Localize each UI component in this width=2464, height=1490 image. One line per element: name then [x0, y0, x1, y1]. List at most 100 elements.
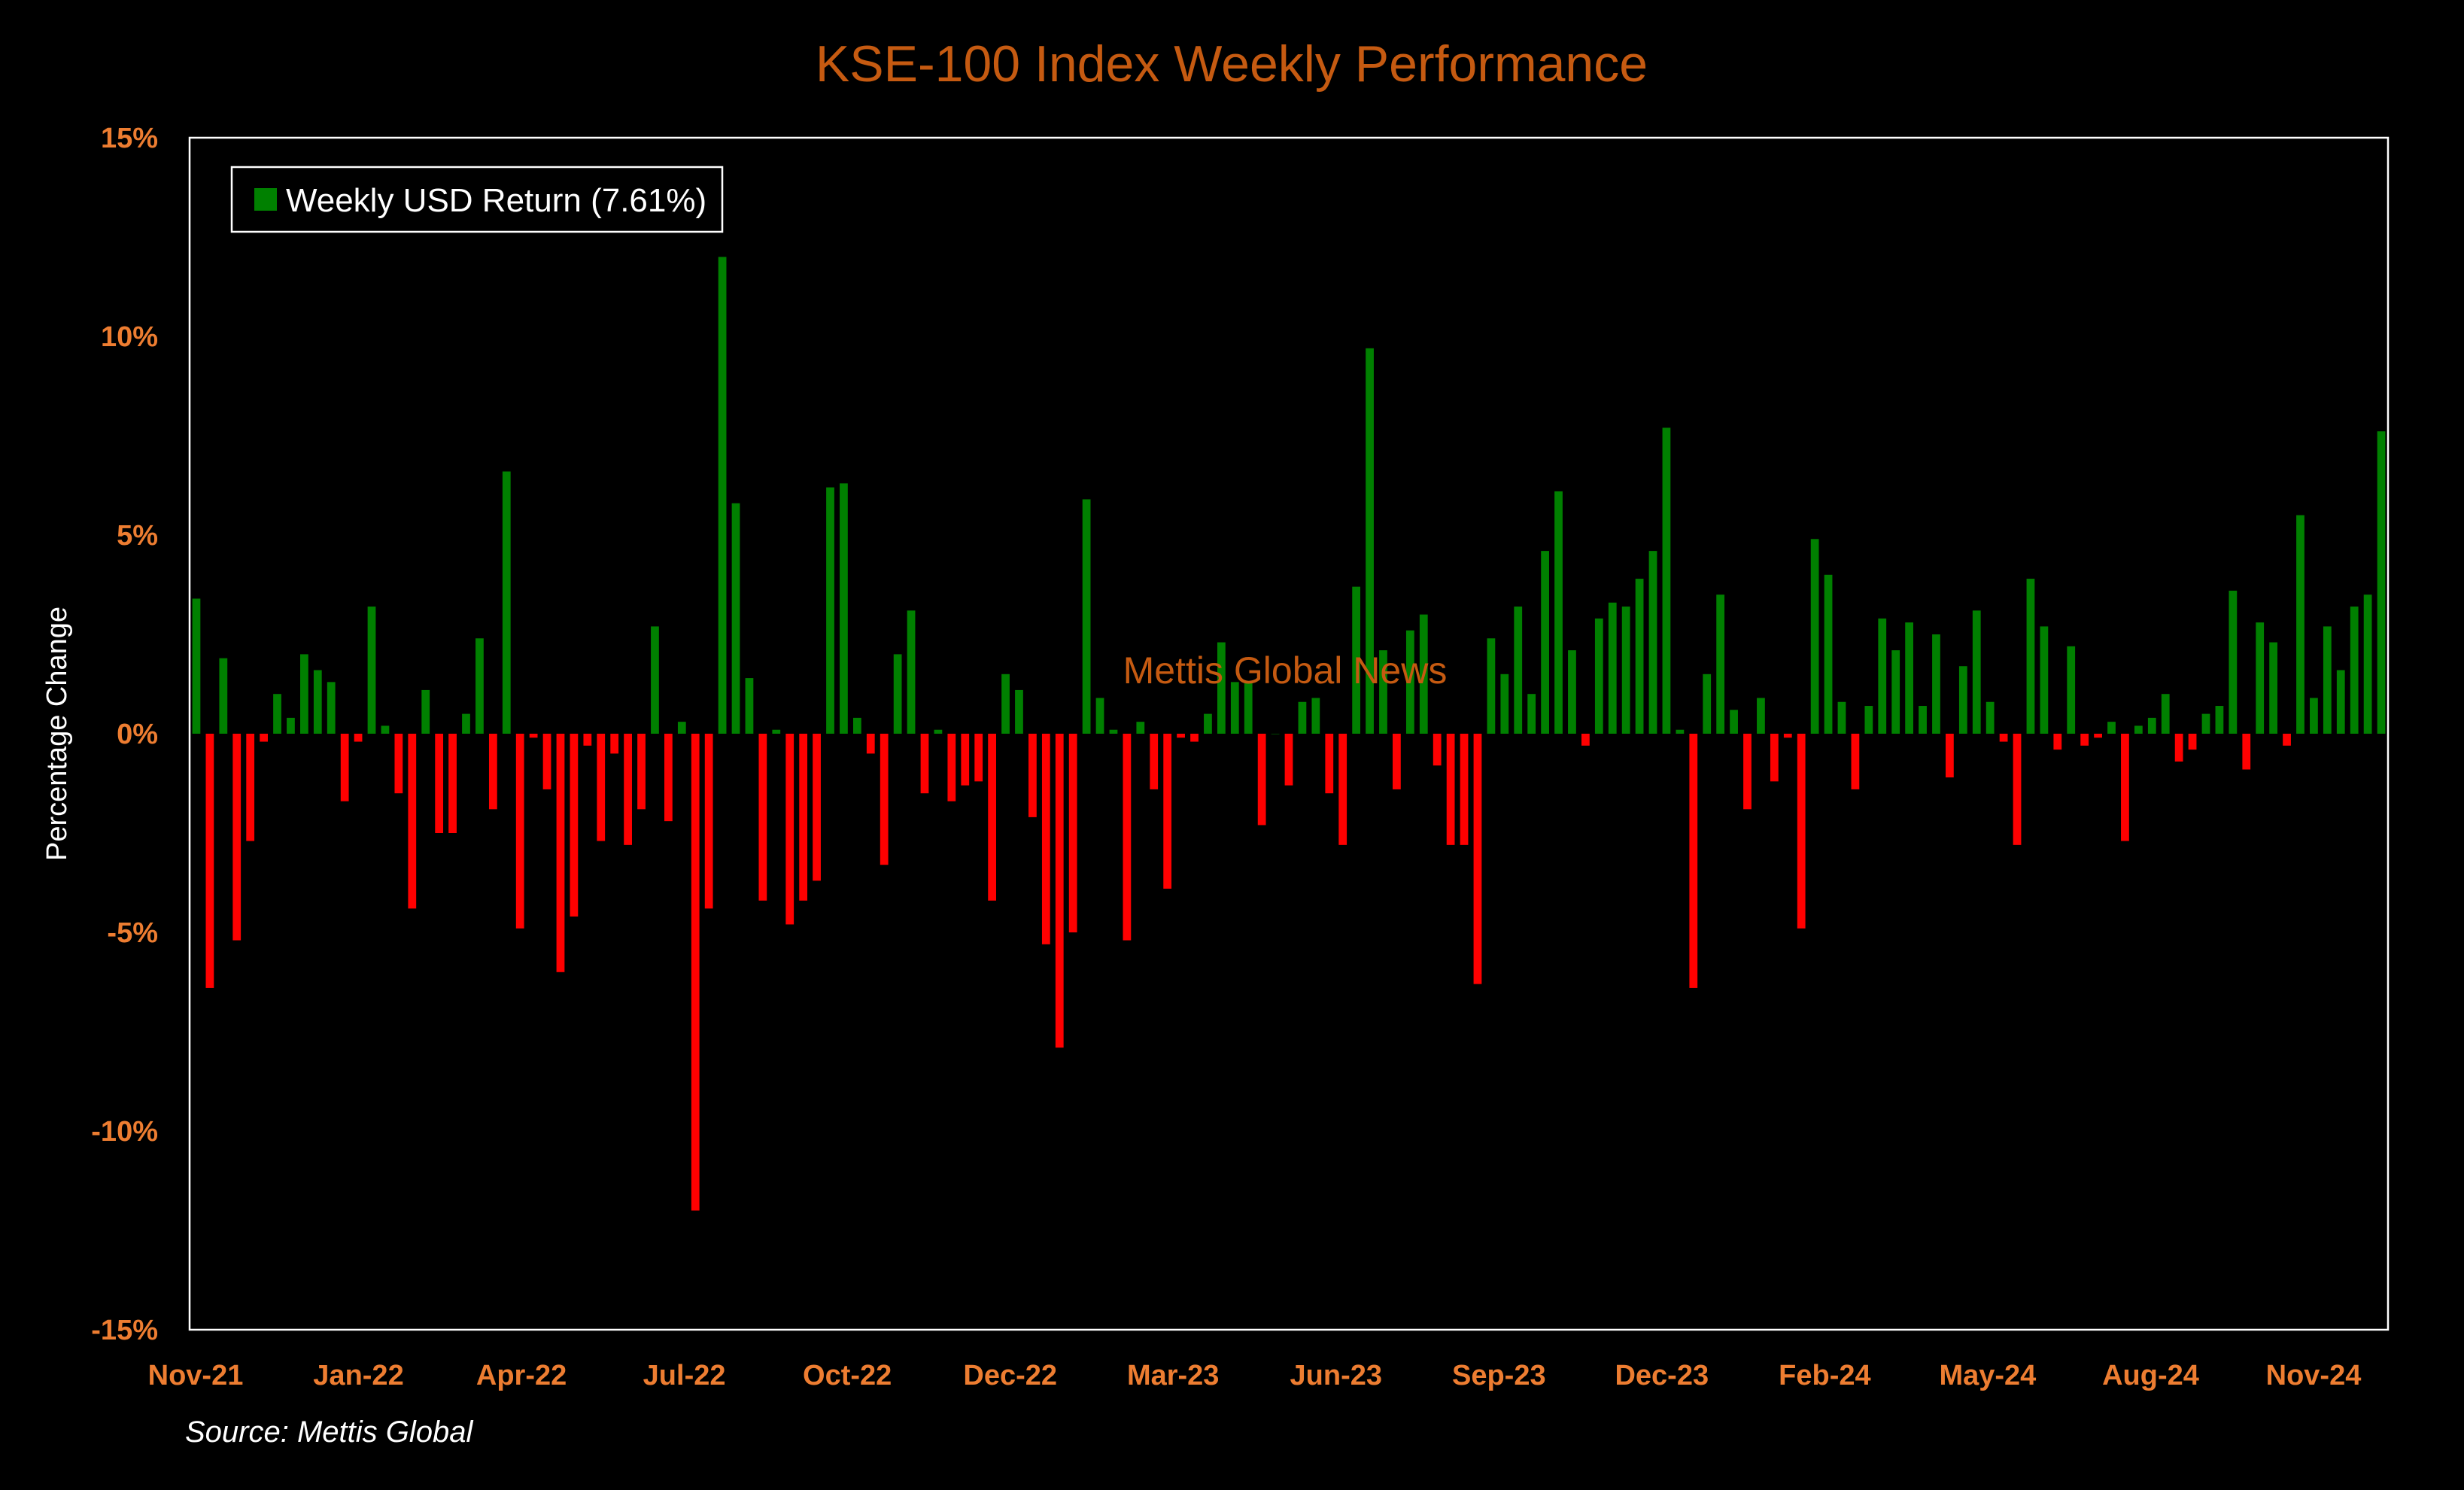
chart-title: KSE-100 Index Weekly Performance [816, 35, 1648, 93]
bar [1689, 734, 1698, 988]
plot-area-border [188, 136, 2390, 1331]
bar [1405, 630, 1414, 734]
bar [1095, 698, 1104, 734]
bar [408, 734, 417, 909]
bar [1730, 710, 1738, 734]
bar [448, 734, 457, 833]
bar [1958, 666, 1967, 734]
bar [1352, 586, 1361, 734]
x-tick-label: Jan-22 [313, 1360, 403, 1391]
bar [1082, 499, 1091, 734]
y-axis-label: Percentage Change [41, 607, 73, 861]
bar [2336, 670, 2345, 734]
bar [852, 717, 861, 734]
bar [745, 678, 754, 734]
legend: Weekly USD Return (7.61%) [230, 166, 724, 233]
bar [354, 734, 363, 742]
bar [610, 734, 619, 754]
bar [1015, 689, 1023, 734]
bar [731, 503, 740, 734]
bar [367, 607, 376, 734]
bar [1919, 706, 1927, 734]
bar [1608, 602, 1617, 734]
bar [1379, 650, 1387, 734]
bar [947, 734, 956, 801]
x-tick-label: Oct-22 [803, 1360, 892, 1391]
bar [1136, 722, 1145, 734]
bar [287, 717, 295, 734]
bar [2134, 725, 2143, 734]
bar [961, 734, 970, 786]
bar [1891, 650, 1900, 734]
bar [1797, 734, 1806, 929]
x-tick-label: Jul-22 [643, 1360, 726, 1391]
bar [799, 734, 808, 901]
bar [1001, 674, 1010, 734]
bar [718, 257, 727, 734]
bar [2094, 734, 2102, 738]
bar [1244, 682, 1253, 734]
bar [1150, 734, 1159, 789]
bar [1311, 698, 1320, 734]
bar [677, 722, 686, 734]
bar [1527, 694, 1536, 734]
y-tick-label: -15% [91, 1315, 158, 1346]
y-tick-label: -5% [107, 917, 158, 949]
bar [920, 734, 929, 794]
x-tick-label: Aug-24 [2102, 1360, 2199, 1391]
bar [758, 734, 767, 901]
bar [421, 689, 430, 734]
bar [1621, 607, 1630, 734]
bar [488, 734, 497, 810]
bar [1204, 713, 1212, 734]
x-tick-label: Apr-22 [476, 1360, 567, 1391]
y-tick-label: 0% [117, 719, 158, 750]
bar [1366, 348, 1374, 734]
bar [1946, 734, 1954, 778]
bar [475, 638, 484, 734]
x-tick-label: May-24 [1939, 1360, 2036, 1391]
bar [205, 734, 214, 988]
bar [2256, 622, 2265, 734]
bar [1068, 734, 1077, 932]
bar [2283, 734, 2291, 746]
bar [597, 734, 606, 841]
bar [2026, 579, 2035, 734]
bar [340, 734, 349, 801]
bar [1487, 638, 1496, 734]
bar [1568, 650, 1576, 734]
bar [934, 729, 943, 734]
x-tick-label: Nov-24 [2266, 1360, 2362, 1391]
bar [1932, 634, 1940, 734]
bar [664, 734, 673, 822]
bar [1905, 622, 1913, 734]
bar [624, 734, 632, 845]
bar [1514, 607, 1523, 734]
bar [570, 734, 579, 917]
y-tick-label: 5% [117, 520, 158, 552]
watermark: Mettis Global News [1123, 649, 1448, 692]
bar [313, 670, 322, 734]
bar [1433, 734, 1442, 766]
bar [2215, 706, 2224, 734]
legend-box [230, 166, 724, 233]
bar [1163, 734, 1172, 889]
x-tick-label: Mar-23 [1127, 1360, 1220, 1391]
bar [691, 734, 700, 1211]
bar [637, 734, 646, 810]
bar [1635, 579, 1644, 734]
bar [529, 734, 538, 738]
bar [1123, 734, 1132, 941]
bar [462, 713, 470, 734]
bar [2013, 734, 2022, 845]
bar [1284, 734, 1293, 786]
bar [556, 734, 565, 972]
bar [840, 483, 848, 734]
bar [1028, 734, 1037, 817]
source-note: Source: Mettis Global [185, 1416, 473, 1449]
bar [2242, 734, 2251, 770]
bar-series [192, 257, 2386, 1211]
bar [1541, 551, 1549, 734]
x-tick-label: Feb-24 [1779, 1360, 1870, 1391]
